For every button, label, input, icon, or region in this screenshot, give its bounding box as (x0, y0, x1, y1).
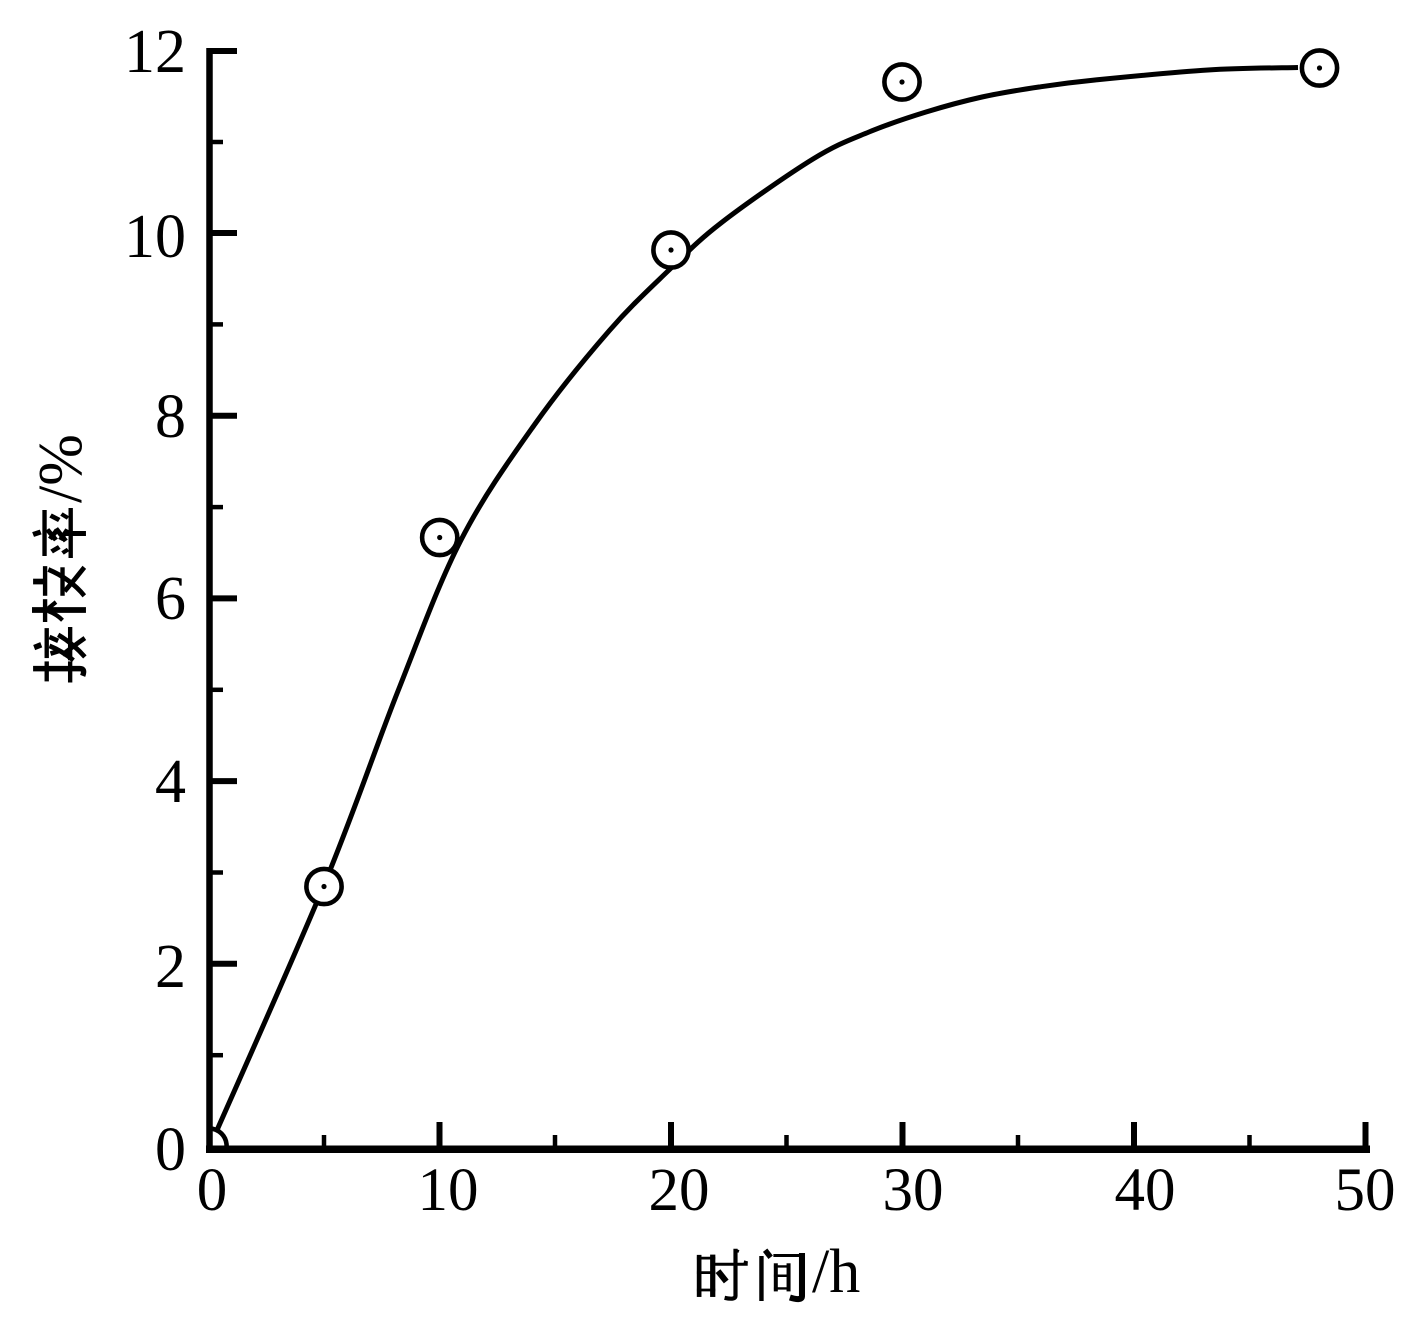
svg-text:12: 12 (124, 18, 186, 86)
svg-text:50: 50 (1335, 1157, 1396, 1224)
svg-text:30: 30 (883, 1157, 944, 1224)
svg-text:20: 20 (649, 1157, 710, 1224)
svg-text:10: 10 (418, 1157, 479, 1224)
svg-text:6: 6 (155, 565, 186, 633)
svg-text:0: 0 (155, 1116, 186, 1184)
svg-text:2: 2 (155, 933, 186, 1001)
svg-text:0: 0 (197, 1157, 228, 1224)
svg-text:10: 10 (124, 203, 186, 271)
svg-text:4: 4 (155, 748, 186, 816)
svg-text:8: 8 (155, 383, 186, 451)
svg-text:/h: /h (812, 1238, 860, 1306)
svg-text:40: 40 (1115, 1157, 1176, 1224)
svg-text:/%: /% (27, 434, 95, 503)
